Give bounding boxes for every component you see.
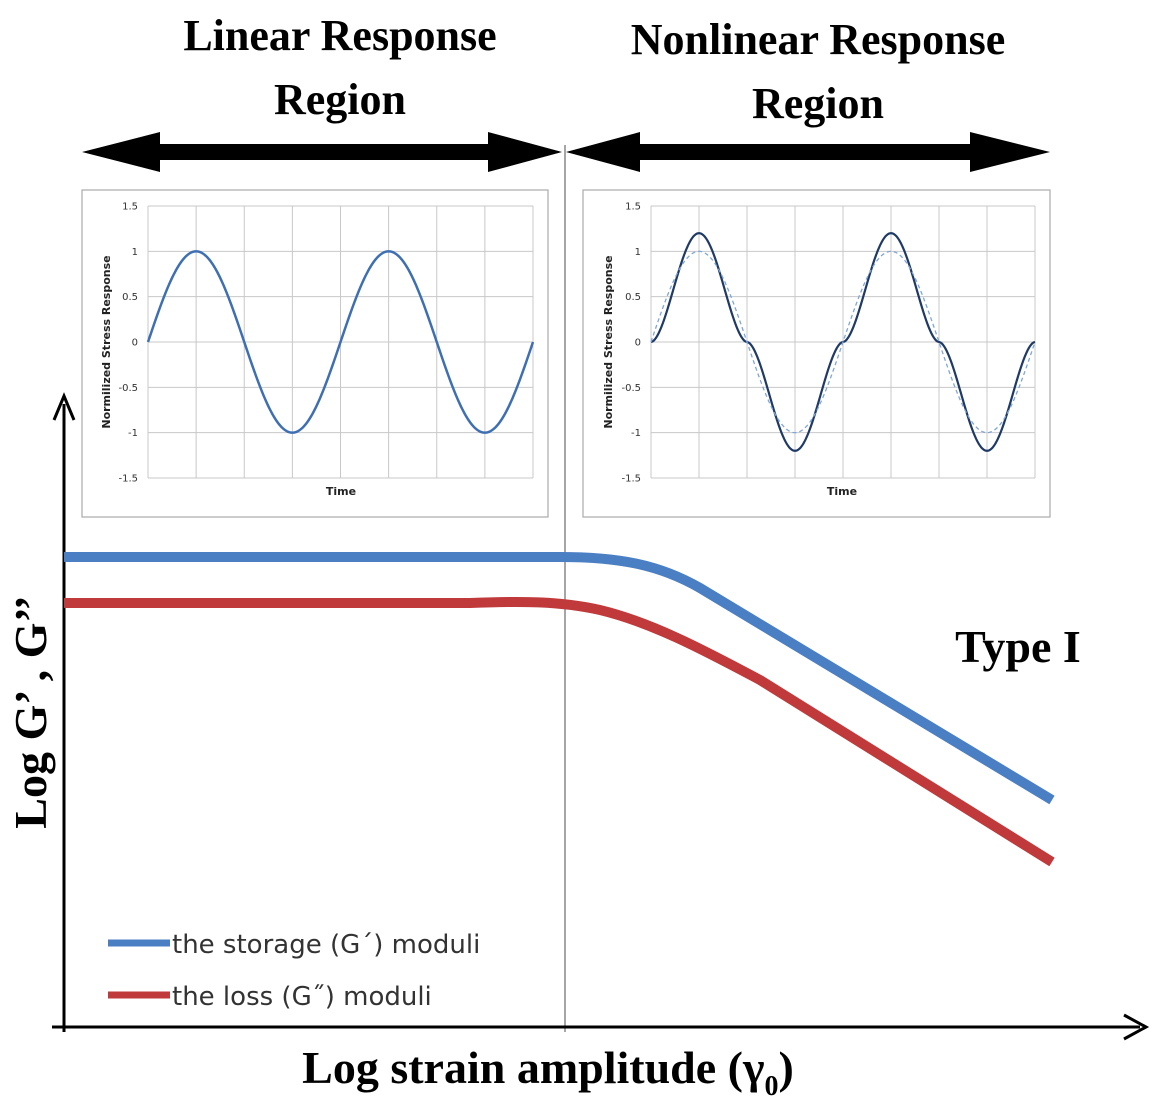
legend-item-loss: the loss (G˝) moduli — [108, 982, 432, 1012]
legend-label-loss: the loss (G˝) moduli — [172, 982, 432, 1012]
inset-tick-label: -0.5 — [621, 383, 641, 394]
inset-tick-label: -1.5 — [621, 474, 641, 485]
inset-tick-label: 1.5 — [122, 202, 138, 213]
legend-item-storage: the storage (G´) moduli — [108, 930, 480, 960]
x-axis-title: Log strain amplitude (γ0) — [302, 1042, 794, 1097]
inset-y-ticks: 1.5 1 0.5 0 -0.5 -1 -1.5 — [621, 202, 641, 485]
inset-y-label: Normilized Stress Response — [100, 255, 113, 428]
inset-y-label: Normilized Stress Response — [602, 255, 615, 428]
inset-tick-label: 0 — [132, 338, 138, 349]
inset-x-label: Time — [326, 485, 356, 498]
inset-tick-label: 1 — [635, 247, 641, 258]
type-label: Type I — [955, 621, 1081, 672]
storage-modulus-curve — [64, 552, 1055, 805]
inset-tick-label: -1 — [128, 428, 138, 439]
inset-x-label: Time — [827, 485, 857, 498]
inset-frame — [582, 189, 1051, 518]
nonlinear-region-arrow — [566, 132, 1050, 172]
inset-frame — [81, 189, 549, 518]
linear-region-title-line2: Region — [274, 75, 406, 124]
inset-tick-label: 1 — [132, 247, 138, 258]
inset-tick-label: -1 — [631, 428, 641, 439]
linear-inset-chart: 1.5 1 0.5 0 -0.5 -1 -1.5 Time Normilized Stres… — [81, 189, 549, 518]
inset-series — [146, 250, 535, 434]
inset-tick-label: 0.5 — [122, 292, 138, 303]
inset-grid — [650, 205, 1036, 479]
inset-tick-label: -0.5 — [118, 383, 138, 394]
y-axis-title: Log G’ , G’’ — [5, 595, 56, 828]
inset-y-ticks: 1.5 1 0.5 0 -0.5 -1 -1.5 — [118, 202, 138, 485]
legend-label-storage: the storage (G´) moduli — [172, 930, 480, 960]
inset-tick-label: 0 — [635, 338, 641, 349]
loss-modulus-curve — [64, 596, 1055, 867]
inset-reference-sine — [650, 250, 1036, 434]
linear-region-title-line1: Linear Response — [183, 11, 496, 60]
linear-region-arrow — [82, 132, 562, 172]
legend: the storage (G´) moduli the loss (G˝) mo… — [108, 930, 480, 1012]
y-axis-arrowhead — [52, 392, 76, 421]
nonlinear-region-title-line2: Region — [752, 79, 884, 128]
inset-tick-label: 0.5 — [625, 292, 641, 303]
x-axis-arrowhead — [1123, 1013, 1150, 1041]
main-axes — [52, 392, 1150, 1041]
inset-series — [650, 232, 1036, 452]
inset-sine-response — [146, 250, 535, 434]
inset-tick-label: -1.5 — [118, 474, 138, 485]
nonlinear-inset-chart: 1.5 1 0.5 0 -0.5 -1 -1.5 Time Normilized Stres… — [582, 189, 1051, 518]
nonlinear-region-title-line1: Nonlinear Response — [631, 15, 1005, 64]
inset-tick-label: 1.5 — [625, 202, 641, 213]
